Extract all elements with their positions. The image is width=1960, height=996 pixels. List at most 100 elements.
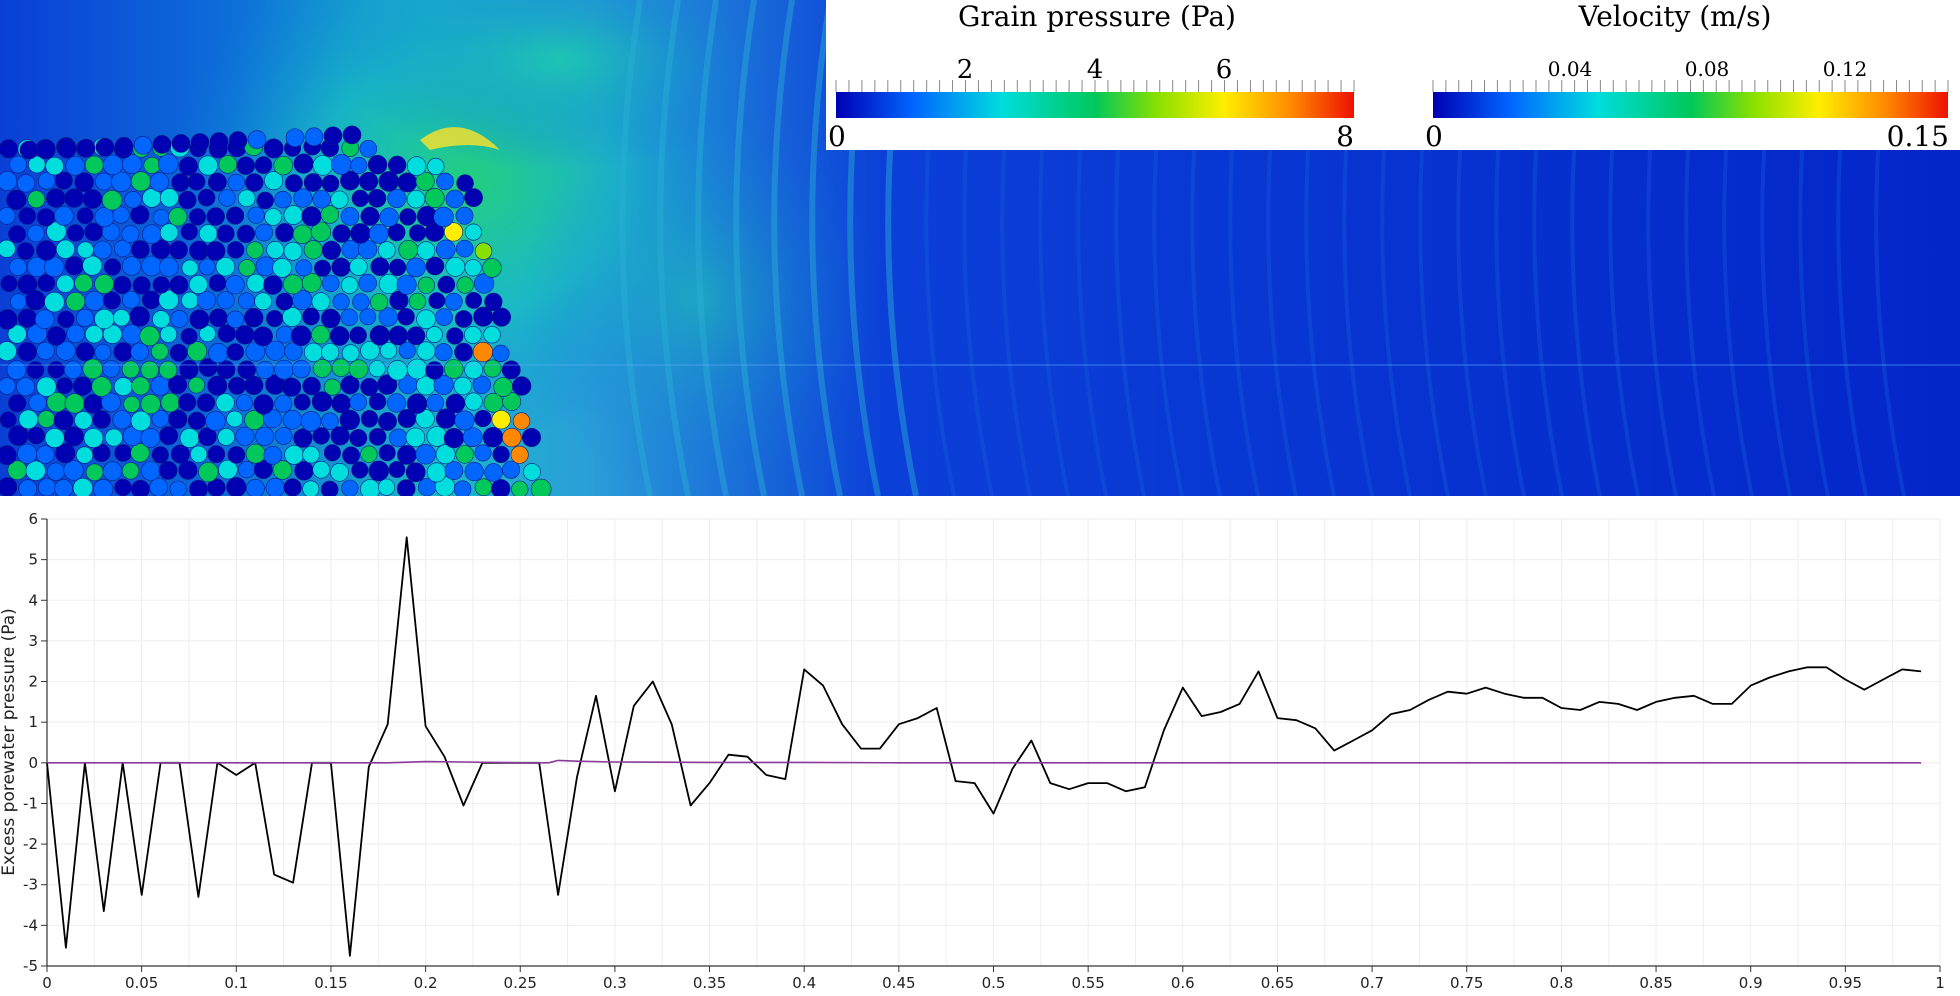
ripple-streak bbox=[771, 0, 805, 496]
grain bbox=[424, 188, 445, 209]
grain bbox=[207, 478, 226, 496]
grain bbox=[415, 444, 436, 465]
x-tick-label: 0.4 bbox=[792, 974, 816, 992]
grain bbox=[445, 189, 465, 209]
grain bbox=[352, 293, 370, 311]
grain bbox=[215, 257, 236, 277]
grain bbox=[168, 409, 188, 429]
grain bbox=[129, 306, 150, 327]
grain bbox=[63, 360, 83, 379]
grain bbox=[341, 344, 360, 363]
grain bbox=[178, 393, 197, 412]
grain bbox=[63, 426, 84, 447]
grain bbox=[313, 259, 331, 277]
grain bbox=[406, 156, 427, 176]
grain bbox=[406, 190, 426, 209]
y-tick-labels: -5 -4 -3 -2 -1 0 1 2 3 4 5 6 bbox=[23, 510, 38, 975]
grain bbox=[284, 174, 303, 193]
y-tick-label: 1 bbox=[28, 713, 38, 731]
grain bbox=[207, 375, 228, 396]
grain bbox=[178, 156, 198, 176]
grain bbox=[492, 344, 510, 363]
grain bbox=[158, 460, 178, 480]
grain bbox=[453, 480, 472, 496]
grain bbox=[484, 463, 503, 482]
x-tick-label: 0.65 bbox=[1261, 974, 1294, 992]
grain bbox=[265, 478, 285, 496]
grain bbox=[274, 190, 292, 209]
grain bbox=[330, 462, 349, 482]
x-tick-label: 0.15 bbox=[314, 974, 347, 992]
grain bbox=[332, 224, 351, 243]
grain bbox=[472, 375, 491, 394]
grain bbox=[244, 308, 264, 328]
grain bbox=[53, 410, 74, 431]
grain bbox=[293, 393, 311, 411]
grain bbox=[245, 443, 266, 464]
grain bbox=[152, 135, 172, 154]
grain bbox=[491, 479, 511, 496]
grain bbox=[368, 460, 390, 482]
grain bbox=[27, 426, 45, 445]
grain bbox=[282, 274, 303, 295]
grain bbox=[216, 224, 235, 243]
grain bbox=[66, 224, 85, 242]
grain bbox=[379, 207, 399, 227]
grain bbox=[55, 340, 76, 361]
grain bbox=[91, 376, 112, 397]
velocity-colorbar bbox=[1433, 92, 1948, 118]
grain bbox=[437, 275, 456, 294]
grain bbox=[171, 173, 190, 192]
grain bbox=[321, 343, 340, 362]
grain bbox=[272, 258, 292, 278]
grain bbox=[139, 325, 160, 347]
pressure-chart: 0 0.05 0.1 0.15 0.2 0.25 0.3 0.35 0.4 0.45 0.5 0.55… bbox=[0, 510, 1945, 992]
grain bbox=[323, 126, 343, 146]
grain bbox=[329, 326, 350, 346]
grain bbox=[26, 361, 45, 379]
grain bbox=[205, 410, 226, 432]
grain bbox=[190, 445, 208, 463]
grain bbox=[455, 206, 474, 225]
grain bbox=[331, 257, 351, 277]
grain bbox=[159, 188, 179, 208]
grain bbox=[228, 131, 248, 150]
grain bbox=[256, 360, 275, 379]
grain bbox=[282, 307, 303, 327]
grain bbox=[130, 205, 150, 225]
y-tick-label: -3 bbox=[23, 876, 38, 894]
grain bbox=[227, 241, 245, 259]
grain bbox=[225, 275, 245, 295]
grain bbox=[8, 225, 27, 244]
grain bbox=[443, 222, 463, 242]
grain bbox=[218, 459, 238, 480]
grain bbox=[16, 174, 36, 193]
grain bbox=[158, 289, 179, 311]
grain bbox=[348, 359, 369, 379]
grain-pressure-legend: Grain pressure (Pa) 2 4 6 0 8 bbox=[828, 0, 1355, 153]
grain bbox=[303, 342, 323, 362]
grain bbox=[84, 325, 104, 344]
grain bbox=[530, 478, 552, 496]
grain bbox=[238, 461, 256, 479]
grain bbox=[435, 239, 456, 260]
grain bbox=[114, 478, 132, 496]
grain bbox=[446, 327, 464, 345]
grain bbox=[16, 242, 35, 260]
grain bbox=[198, 155, 219, 176]
grain bbox=[9, 258, 28, 276]
grain bbox=[436, 172, 454, 191]
grain bbox=[433, 374, 454, 395]
grain bbox=[302, 446, 320, 464]
grain bbox=[349, 257, 368, 276]
grain bbox=[94, 308, 115, 330]
grain bbox=[311, 292, 331, 312]
grain bbox=[464, 259, 482, 277]
grain bbox=[312, 460, 331, 479]
grain bbox=[360, 410, 379, 428]
grain bbox=[474, 478, 493, 496]
grain bbox=[187, 173, 206, 191]
grain bbox=[369, 325, 390, 346]
grain bbox=[121, 256, 142, 276]
